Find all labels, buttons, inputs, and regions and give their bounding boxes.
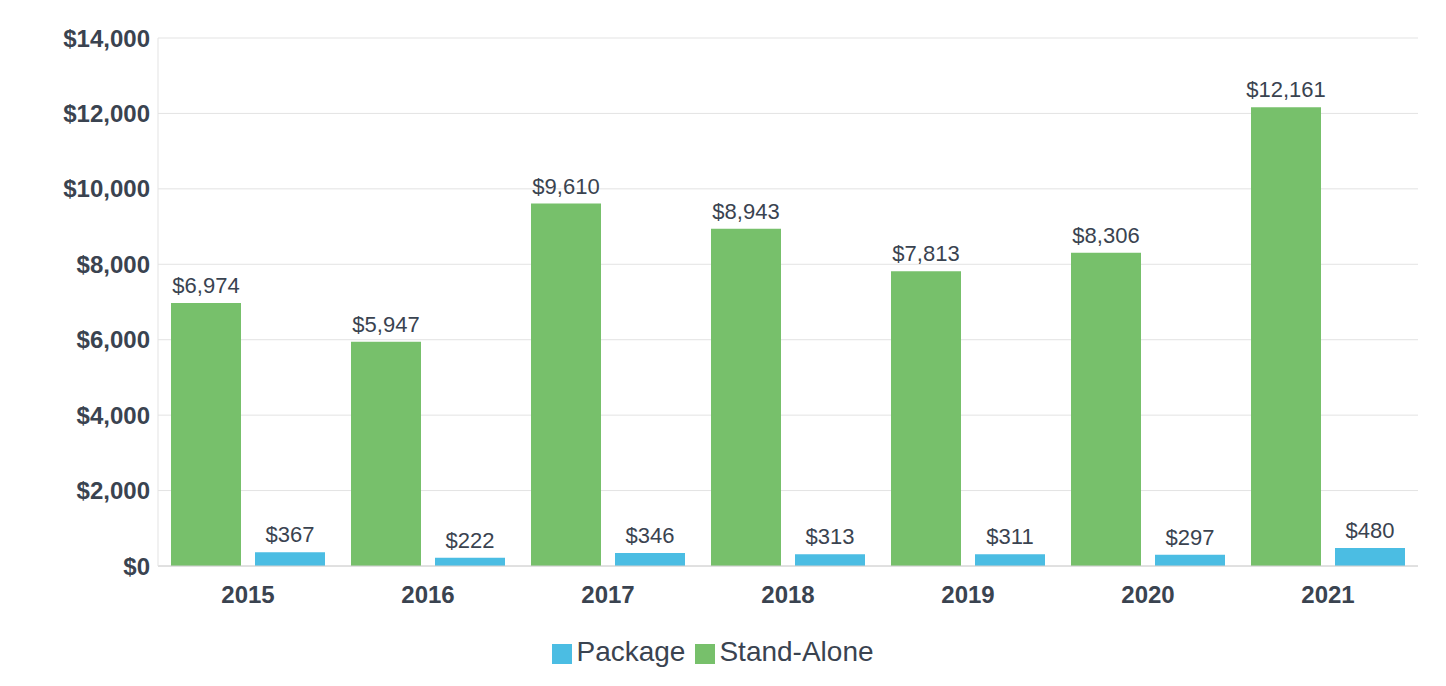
svg-text:$4,000: $4,000 <box>77 402 150 429</box>
svg-text:$7,813: $7,813 <box>892 241 959 266</box>
svg-text:$6,000: $6,000 <box>77 326 150 353</box>
svg-text:$9,610: $9,610 <box>532 174 599 199</box>
svg-text:$5,947: $5,947 <box>352 312 419 337</box>
svg-text:$12,161: $12,161 <box>1246 77 1326 102</box>
svg-text:2016: 2016 <box>401 581 454 608</box>
svg-text:2021: 2021 <box>1301 581 1354 608</box>
svg-text:$2,000: $2,000 <box>77 477 150 504</box>
html-text:Stand-Alone: Stand-Alone <box>719 636 874 667</box>
svg-text:2019: 2019 <box>941 581 994 608</box>
svg-text:$8,943: $8,943 <box>712 199 779 224</box>
svg-text:$0: $0 <box>123 553 150 580</box>
svg-text:$346: $346 <box>626 523 675 548</box>
svg-text:$10,000: $10,000 <box>63 175 150 202</box>
svg-text:$14,000: $14,000 <box>63 25 150 52</box>
html-text:Package: Package <box>576 636 686 667</box>
svg-text:$311: $311 <box>986 524 1033 549</box>
svg-text:$8,000: $8,000 <box>77 251 150 278</box>
svg-text:2017: 2017 <box>581 581 634 608</box>
svg-text:$297: $297 <box>1166 525 1215 550</box>
svg-text:2020: 2020 <box>1121 581 1174 608</box>
svg-text:2018: 2018 <box>761 581 814 608</box>
svg-text:$222: $222 <box>446 528 495 553</box>
svg-text:$6,974: $6,974 <box>172 273 239 298</box>
svg-text:$313: $313 <box>806 524 855 549</box>
svg-text:2015: 2015 <box>221 581 274 608</box>
svg-text:$12,000: $12,000 <box>63 100 150 127</box>
svg-text:$480: $480 <box>1346 518 1395 543</box>
svg-text:$8,306: $8,306 <box>1072 223 1139 248</box>
svg-text:$367: $367 <box>266 522 315 547</box>
